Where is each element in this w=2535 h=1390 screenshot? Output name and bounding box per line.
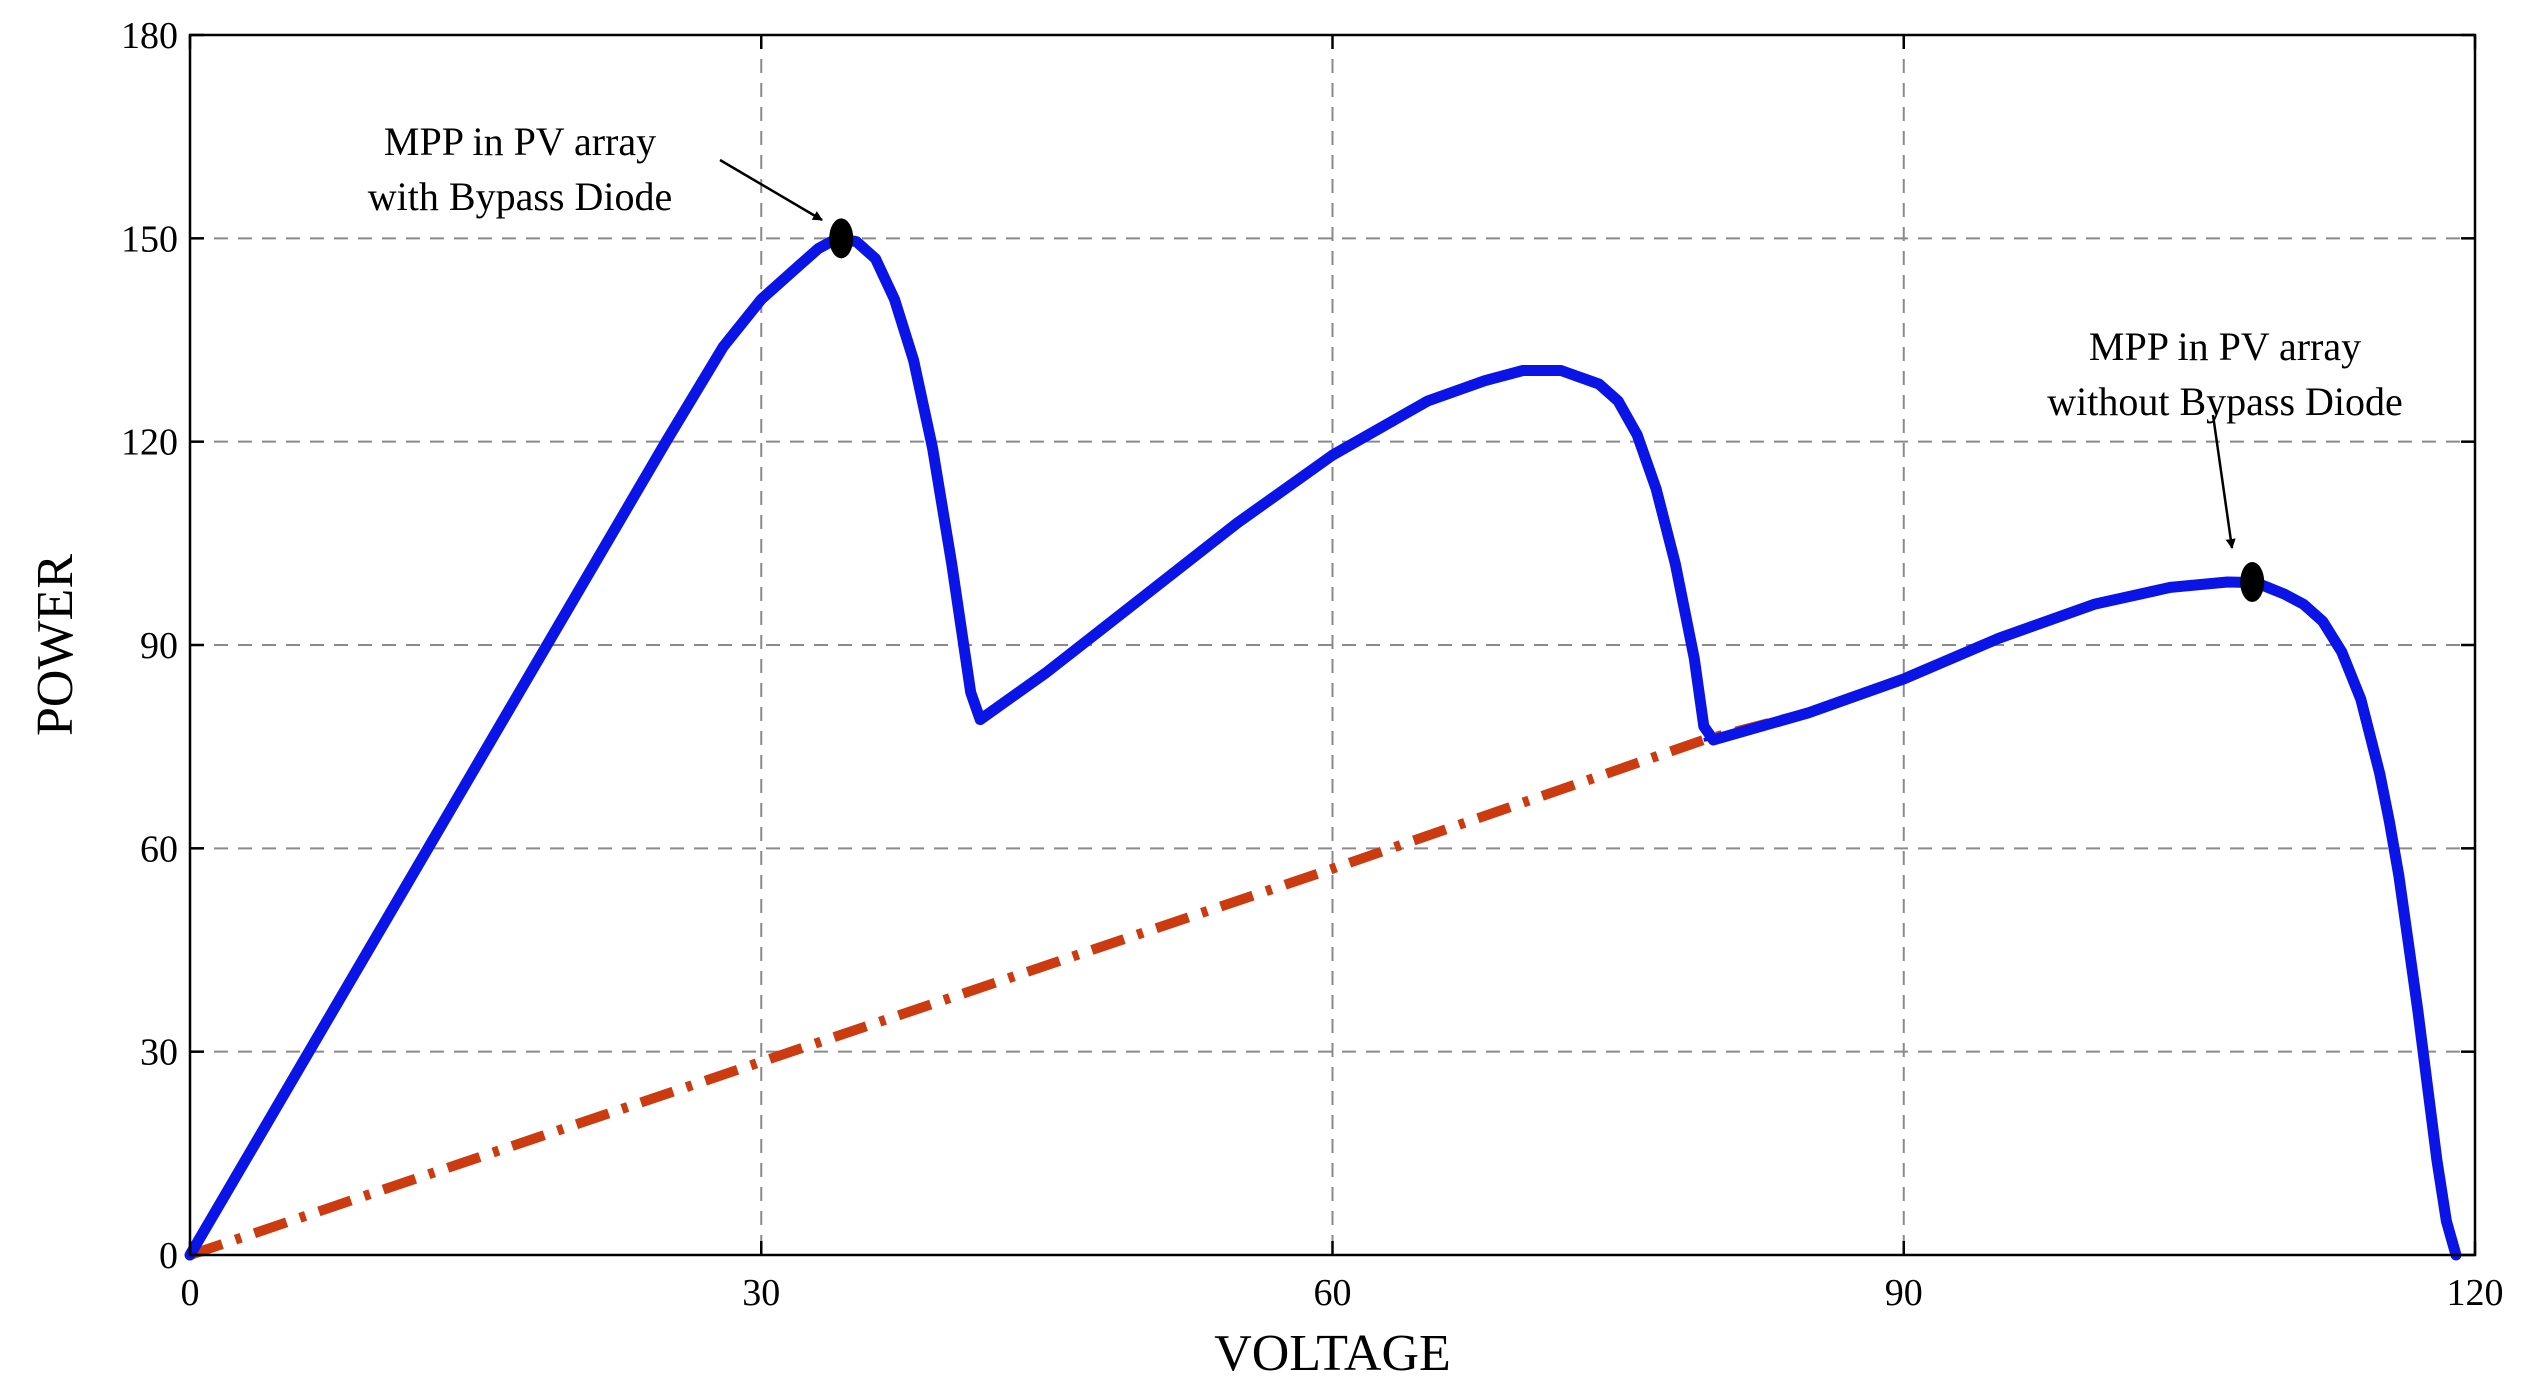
x-axis-title: VOLTAGE (1214, 1325, 1451, 1382)
series-layer (184, 232, 2462, 1261)
x-tick-label: 120 (2447, 1272, 2504, 1314)
tick-layer: 0 30 60 90 120 0 30 60 90 120 150 180 (121, 15, 2504, 1314)
grid (190, 35, 2475, 1255)
x-tick-label: 30 (742, 1272, 780, 1314)
overlap-dotted-segment (1703, 579, 2458, 1256)
series-line-with-bypass-diode (184, 232, 2462, 1261)
x-tick-label: 0 (181, 1272, 200, 1314)
y-tick-label: 60 (140, 828, 178, 870)
annotation-line: with Bypass Diode (368, 174, 672, 219)
annotation-arrow (2211, 414, 2236, 549)
y-tick-label: 90 (140, 625, 178, 667)
annotation-line: without Bypass Diode (2047, 379, 2403, 424)
y-axis-title: POWER (27, 554, 84, 736)
mpp-marker (829, 218, 854, 259)
annotation-layer: MPP in PV array with Bypass Diode MPP in P… (368, 119, 2403, 549)
annotation-line: MPP in PV array (384, 119, 656, 164)
x-tick-label: 90 (1885, 1272, 1923, 1314)
annotation-line: MPP in PV array (2089, 324, 2361, 369)
y-tick-label: 120 (121, 422, 178, 464)
y-tick-label: 0 (159, 1235, 178, 1277)
annotation-arrow (719, 158, 823, 222)
y-tick-label: 180 (121, 15, 178, 57)
y-tick-label: 30 (140, 1032, 178, 1074)
marker-layer (829, 218, 2265, 602)
y-tick-label: 150 (121, 218, 178, 260)
x-tick-label: 60 (1314, 1272, 1352, 1314)
mpp-marker (2240, 561, 2265, 602)
